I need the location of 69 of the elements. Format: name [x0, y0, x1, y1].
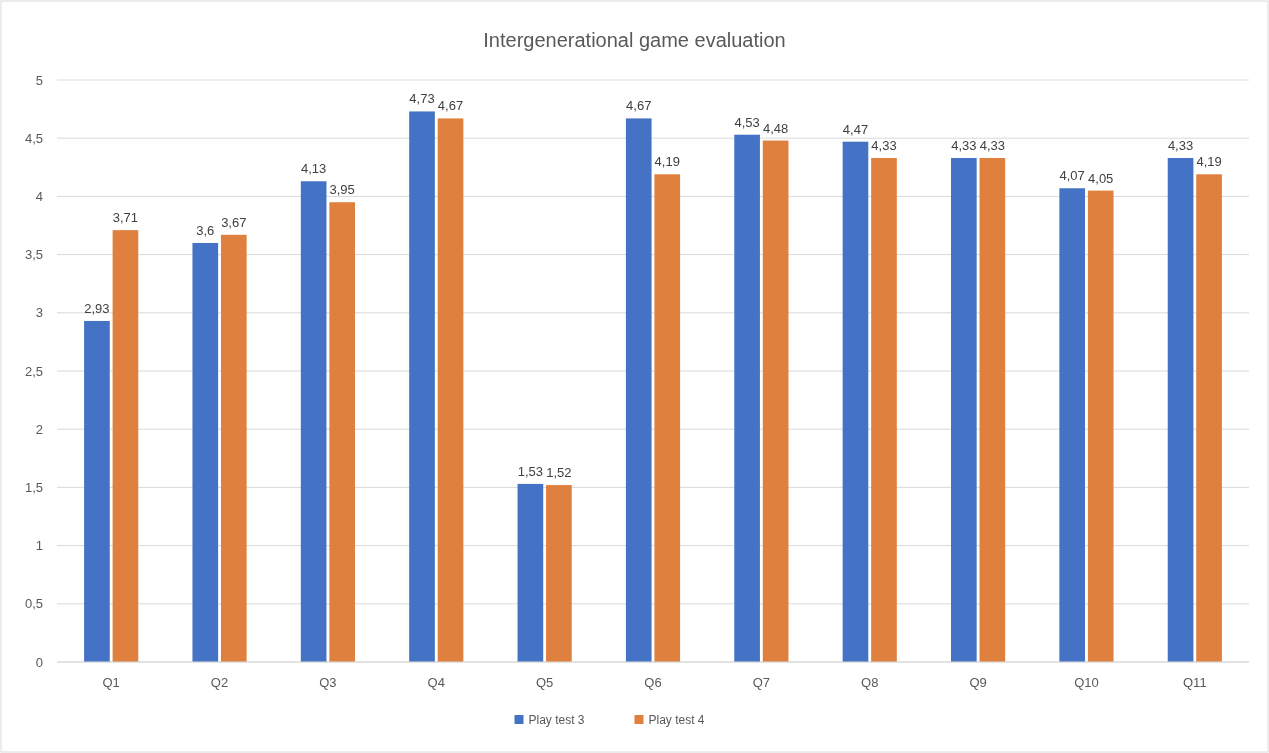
bar — [329, 202, 355, 662]
x-tick-label: Q11 — [1183, 675, 1207, 690]
data-label: 1,53 — [517, 463, 544, 479]
data-label: 4,13 — [300, 161, 327, 177]
bar — [112, 230, 139, 662]
data-label: 3,95 — [329, 182, 355, 198]
data-label: 4,53 — [734, 114, 760, 130]
y-tick-label: 0,5 — [24, 596, 43, 612]
bar — [437, 118, 464, 662]
x-tick-label: Q9 — [969, 675, 987, 690]
data-label: 3,6 — [196, 222, 215, 238]
x-tick-label: Q2 — [210, 675, 229, 690]
bar — [979, 157, 1006, 662]
data-label: 4,47 — [842, 121, 869, 137]
data-label: 4,19 — [1196, 154, 1222, 170]
bar — [871, 157, 897, 662]
bar — [654, 174, 681, 662]
bar — [951, 157, 977, 662]
chart-title: Intergenerational game evaluation — [483, 29, 786, 51]
bar — [1087, 190, 1114, 662]
bar — [625, 118, 652, 662]
data-label: 4,33 — [979, 137, 1006, 153]
bar — [1059, 188, 1086, 662]
data-label: 3,71 — [112, 210, 139, 226]
x-tick-label: Q4 — [427, 675, 445, 690]
bar — [409, 111, 435, 662]
bar — [300, 181, 327, 662]
bar — [734, 134, 760, 662]
x-tick-label: Q8 — [861, 675, 879, 690]
bar — [842, 141, 869, 662]
y-tick-label: 0 — [35, 654, 43, 670]
bar — [517, 483, 544, 662]
data-label: 2,93 — [84, 300, 110, 316]
x-tick-label: Q10 — [1074, 675, 1099, 690]
y-tick-label: 1 — [35, 538, 43, 554]
data-label: 4,33 — [871, 137, 897, 153]
data-label: 4,33 — [1167, 137, 1194, 153]
x-tick-label: Q5 — [535, 675, 554, 690]
y-tick-label: 4 — [35, 188, 43, 204]
bar — [1196, 174, 1222, 662]
data-label: 3,67 — [221, 214, 247, 230]
y-tick-label: 3,5 — [24, 247, 43, 263]
data-label: 4,05 — [1088, 170, 1114, 186]
y-tick-label: 5 — [35, 72, 43, 88]
data-label: 1,52 — [546, 465, 572, 481]
x-tick-label: Q6 — [644, 675, 662, 690]
y-tick-label: 3 — [35, 305, 43, 321]
y-tick-label: 2 — [35, 421, 43, 437]
bar — [546, 485, 572, 662]
data-label: 4,67 — [626, 98, 652, 114]
data-label: 4,67 — [437, 98, 464, 114]
data-label: 4,73 — [409, 91, 435, 107]
x-tick-label: Q7 — [752, 675, 771, 690]
legend-label: Play test 4 — [648, 713, 705, 728]
data-label: 4,33 — [951, 137, 977, 153]
data-label: 4,19 — [654, 154, 680, 170]
bar — [84, 320, 110, 662]
x-tick-label: Q3 — [319, 675, 337, 690]
bar — [762, 140, 789, 662]
y-tick-label: 2,5 — [24, 363, 43, 379]
x-tick-label: Q1 — [102, 675, 120, 690]
bar — [192, 242, 219, 662]
bar — [1167, 157, 1194, 662]
data-label: 4,48 — [762, 120, 789, 136]
data-label: 4,07 — [1059, 168, 1085, 184]
legend-label: Play test 3 — [528, 713, 585, 728]
y-tick-label: 4,5 — [24, 130, 43, 146]
y-tick-label: 1,5 — [24, 479, 43, 495]
bar — [220, 234, 247, 662]
